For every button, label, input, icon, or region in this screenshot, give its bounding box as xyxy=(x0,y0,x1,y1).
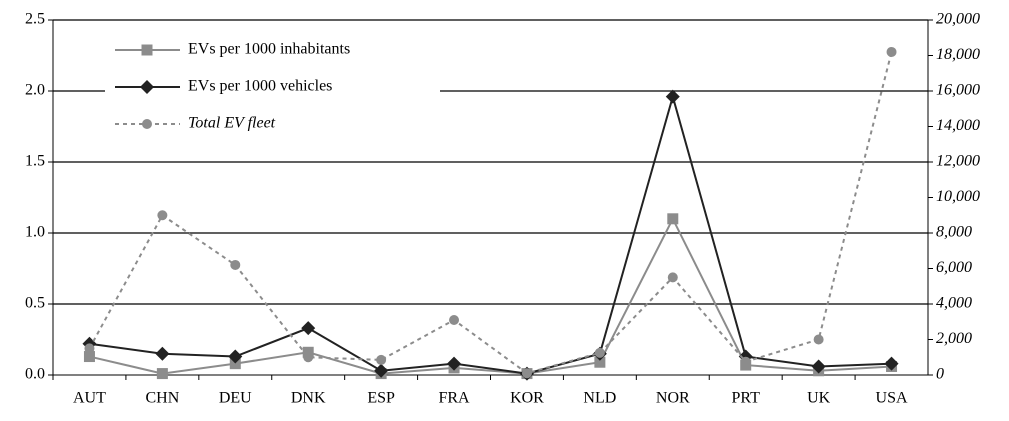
marker xyxy=(230,259,241,270)
marker xyxy=(521,368,532,379)
y2-tick-label: 10,000 xyxy=(936,188,980,205)
y-tick-label: 2.5 xyxy=(25,11,45,28)
y2-tick-label: 14,000 xyxy=(936,117,980,134)
marker xyxy=(667,213,679,225)
marker xyxy=(229,358,241,370)
y2-tick-label: 6,000 xyxy=(936,259,972,276)
marker xyxy=(594,347,605,358)
marker xyxy=(141,44,153,56)
x-tick-label: DEU xyxy=(219,390,252,407)
y-tick-label: 2.0 xyxy=(25,82,45,99)
marker xyxy=(811,359,826,374)
legend-label: Total EV fleet xyxy=(188,115,276,132)
marker xyxy=(594,356,606,368)
marker xyxy=(667,272,678,283)
x-tick-label: AUT xyxy=(73,390,106,407)
y-tick-label: 1.0 xyxy=(25,224,45,241)
x-tick-label: USA xyxy=(876,390,908,407)
legend-label: EVs per 1000 vehicles xyxy=(188,78,332,95)
x-tick-label: NLD xyxy=(583,390,616,407)
x-tick-label: CHN xyxy=(145,390,179,407)
x-tick-label: KOR xyxy=(510,390,544,407)
marker xyxy=(157,210,168,221)
marker xyxy=(155,346,170,361)
marker xyxy=(886,46,897,57)
x-tick-label: DNK xyxy=(291,390,326,407)
x-tick-label: FRA xyxy=(438,390,470,407)
y2-tick-label: 18,000 xyxy=(936,46,980,63)
y2-tick-label: 8,000 xyxy=(936,224,972,241)
x-tick-label: PRT xyxy=(732,390,761,407)
marker xyxy=(303,352,314,363)
y-tick-label: 0.5 xyxy=(25,295,45,312)
y2-tick-label: 0 xyxy=(936,366,944,383)
marker xyxy=(228,349,243,364)
y-tick-label: 0.0 xyxy=(25,366,45,383)
y2-tick-label: 4,000 xyxy=(936,295,972,312)
marker xyxy=(83,351,95,363)
marker xyxy=(84,343,95,354)
marker xyxy=(376,354,387,365)
marker xyxy=(142,119,152,129)
marker xyxy=(140,80,154,94)
y2-tick-label: 12,000 xyxy=(936,153,980,170)
y2-tick-label: 2,000 xyxy=(936,330,972,347)
legend-label: EVs per 1000 inhabitants xyxy=(188,41,350,58)
x-tick-label: NOR xyxy=(656,390,690,407)
marker xyxy=(156,368,168,380)
series-line xyxy=(89,92,892,375)
marker xyxy=(740,356,751,367)
y-tick-label: 1.5 xyxy=(25,153,45,170)
marker xyxy=(374,363,389,378)
series-line xyxy=(89,216,892,375)
marker xyxy=(665,89,680,104)
marker xyxy=(447,356,462,371)
y2-tick-label: 20,000 xyxy=(936,11,980,28)
y2-tick-label: 16,000 xyxy=(936,82,980,99)
x-tick-label: UK xyxy=(807,390,831,407)
x-tick-label: ESP xyxy=(367,390,395,407)
marker xyxy=(449,314,460,325)
marker xyxy=(884,356,899,371)
series-line xyxy=(88,51,893,375)
marker xyxy=(301,321,316,336)
marker xyxy=(813,334,824,345)
